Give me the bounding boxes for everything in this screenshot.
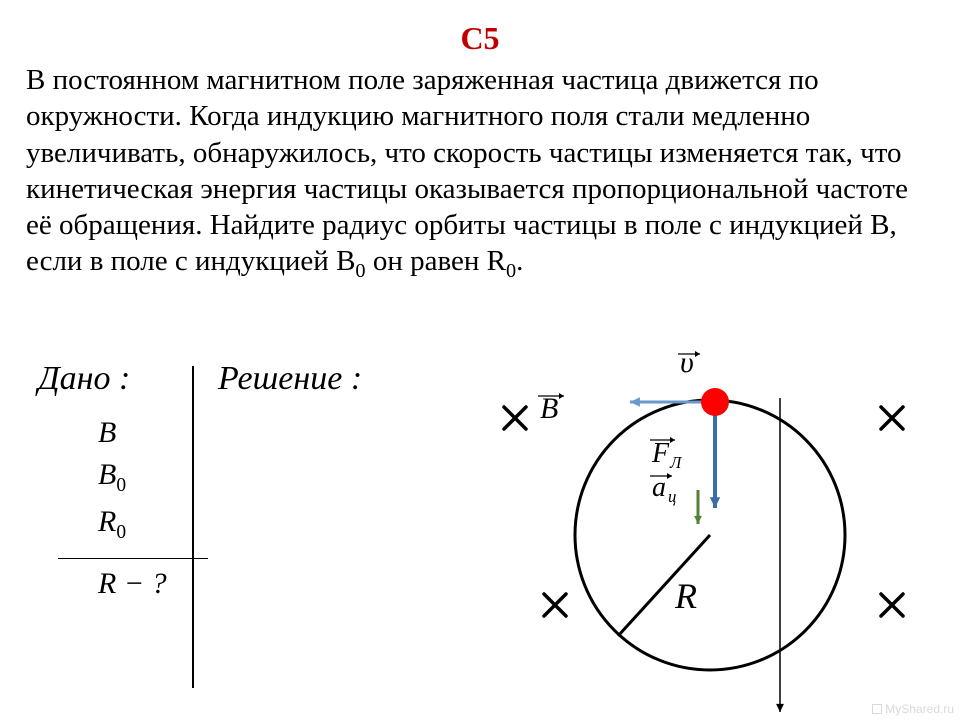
problem-title: С5 — [0, 20, 960, 57]
given-item: R0 — [98, 505, 450, 544]
problem-text: В постоянном магнитном поле заряженная ч… — [26, 62, 934, 284]
given-block: Дано : Решение : B B0 R0 R − ? — [30, 360, 450, 609]
svg-text:F: F — [651, 438, 670, 469]
solution-label: Решение : — [200, 360, 450, 398]
svg-text:R: R — [674, 576, 697, 616]
given-items: B B0 R0 R − ? — [30, 416, 450, 601]
svg-text:Л: Л — [669, 453, 683, 472]
physics-diagram: B Rυ FЛaц — [460, 340, 940, 720]
watermark-icon — [872, 704, 882, 714]
given-item: B — [98, 416, 450, 450]
given-item: B0 — [98, 458, 450, 497]
svg-text:ц: ц — [668, 487, 676, 506]
divider — [58, 558, 208, 559]
vertical-divider — [192, 366, 194, 688]
question-item: R − ? — [98, 567, 450, 601]
svg-text:B: B — [540, 392, 558, 425]
watermark: MyShared.ru — [872, 702, 954, 716]
svg-text:a: a — [652, 472, 666, 503]
svg-text:υ: υ — [680, 346, 694, 379]
given-label: Дано : — [30, 360, 200, 398]
watermark-text: MyShared.ru — [885, 702, 954, 716]
